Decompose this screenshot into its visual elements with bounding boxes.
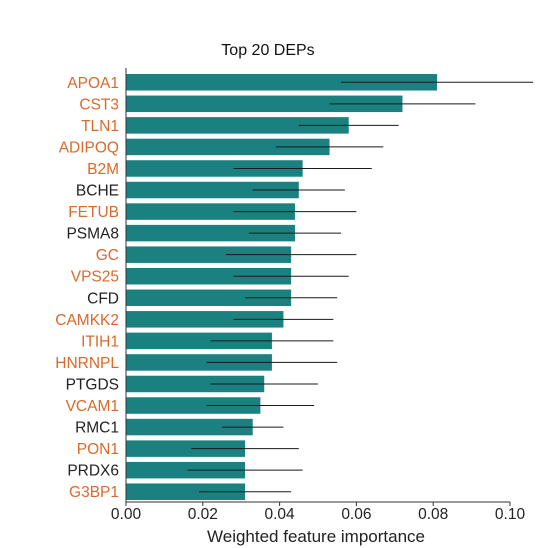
x-tick-label: 0.06 (341, 506, 371, 523)
x-tick-label: 0.00 (111, 506, 142, 523)
bar-pon1 (126, 440, 246, 457)
bar-itih1 (126, 332, 272, 350)
category-label-prdx6: PRDX6 (67, 463, 119, 480)
category-label-hnrnpl: HNRNPL (55, 355, 119, 372)
bar-fetub (126, 203, 295, 220)
category-label-cst3: CST3 (79, 96, 119, 113)
category-label-vps25: VPS25 (71, 269, 119, 286)
x-tick-label: 0.08 (418, 506, 448, 523)
category-label-vcam1: VCAM1 (66, 398, 119, 415)
bar-gc (126, 246, 292, 263)
category-labels-group: APOA1 CST3 TLN1 ADIPOQ B2M BCHE FETUB PSMA8 GC VP… (55, 75, 119, 501)
bar-hnrnpl (126, 354, 272, 371)
x-tick-label: 0.02 (188, 506, 218, 523)
bar-adipoq (126, 138, 330, 156)
x-ticks-group: 0.00 0.02 0.04 0.06 0.08 0.10 (111, 502, 526, 523)
bar-vps25 (126, 267, 292, 285)
category-label-fetub: FETUB (68, 204, 119, 221)
category-label-gc: GC (96, 247, 119, 264)
bar-cst3 (126, 95, 403, 113)
bar-camkk2 (126, 311, 284, 328)
category-label-b2m: B2M (87, 161, 119, 178)
bar-apoa1 (126, 74, 438, 91)
bar-prdx6 (126, 461, 246, 479)
bar-rmc1 (126, 418, 253, 436)
bar-g3bp1 (126, 483, 246, 500)
x-tick-label: 0.04 (265, 506, 296, 523)
chart-title: Top 20 DEPs (221, 42, 314, 59)
bar-vcam1 (126, 397, 261, 414)
bar-ptgds (126, 375, 265, 393)
bar-psma8 (126, 224, 295, 242)
bar-bche (126, 181, 299, 199)
category-label-g3bp1: G3BP1 (69, 484, 119, 501)
category-label-bche: BCHE (76, 183, 119, 200)
bar-b2m (126, 160, 303, 177)
category-label-tln1: TLN1 (81, 118, 119, 135)
bar-tln1 (126, 117, 349, 134)
error-bars-group (187, 81, 534, 493)
bars-group (126, 74, 438, 500)
x-tick-label: 0.10 (495, 506, 526, 523)
category-label-cfd: CFD (87, 290, 119, 307)
category-label-pon1: PON1 (77, 441, 119, 458)
x-axis-label: Weighted feature importance (207, 527, 425, 546)
category-label-rmc1: RMC1 (75, 420, 119, 437)
category-label-psma8: PSMA8 (66, 226, 119, 243)
category-label-itih1: ITIH1 (81, 333, 119, 350)
category-label-ptgds: PTGDS (66, 376, 119, 393)
bar-cfd (126, 289, 292, 307)
category-label-camkk2: CAMKK2 (55, 312, 119, 329)
category-label-adipoq: ADIPOQ (59, 139, 119, 156)
category-label-apoa1: APOA1 (67, 75, 119, 92)
